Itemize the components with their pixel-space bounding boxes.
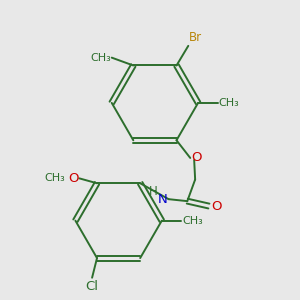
Text: Br: Br (189, 31, 203, 44)
Text: CH₃: CH₃ (219, 98, 239, 108)
Text: CH₃: CH₃ (45, 173, 66, 183)
Text: H: H (149, 185, 158, 198)
Text: N: N (158, 193, 168, 206)
Text: O: O (191, 152, 202, 164)
Text: CH₃: CH₃ (90, 52, 111, 63)
Text: Cl: Cl (85, 280, 99, 293)
Text: CH₃: CH₃ (182, 216, 203, 226)
Text: O: O (68, 172, 78, 185)
Text: O: O (211, 200, 221, 212)
